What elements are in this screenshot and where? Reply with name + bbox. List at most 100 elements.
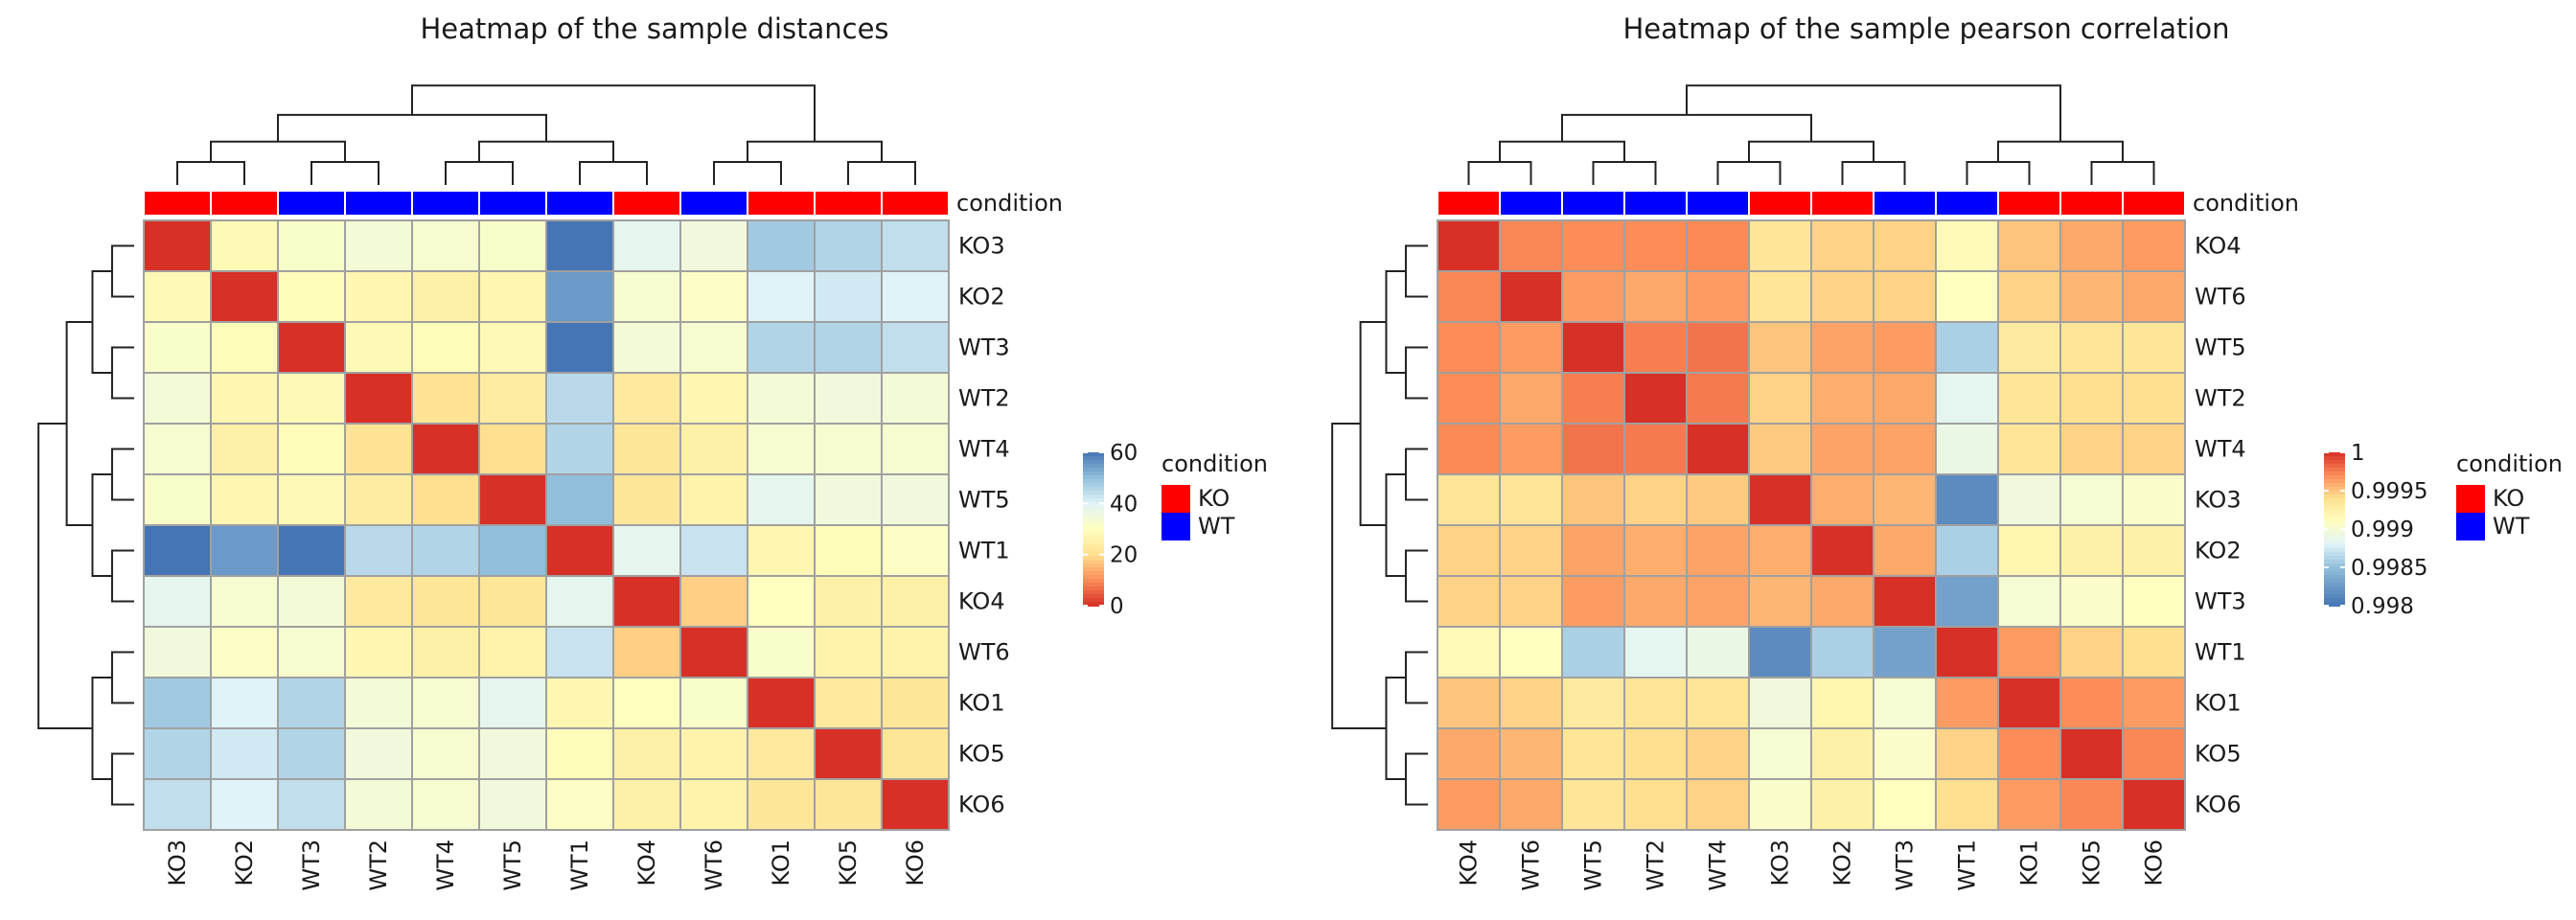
- heatmap-cell: [1748, 321, 1812, 374]
- heatmap-cell: [478, 778, 547, 831]
- heatmap-2-title: Heatmap of the sample pearson correlatio…: [1622, 12, 2229, 45]
- column-label: KO6: [902, 840, 929, 886]
- heatmap-cell: [545, 626, 614, 678]
- column-label: KO5: [835, 840, 862, 886]
- heatmap-cell: [1997, 575, 2061, 628]
- annotation-cell: [1437, 190, 1501, 217]
- heatmap-cell: [1499, 219, 1563, 272]
- annotation-cell: [814, 190, 883, 217]
- color-scale-step: [2324, 548, 2345, 553]
- color-scale-step: [2324, 540, 2345, 545]
- heatmap-cell: [1686, 270, 1750, 323]
- heatmap-cell: [545, 372, 614, 425]
- color-scale-step: [1083, 498, 1104, 503]
- heatmap-cell: [210, 524, 279, 577]
- condition-legend-label: KO: [2493, 485, 2524, 512]
- heatmap-cell: [679, 219, 748, 272]
- heatmap-cell: [1623, 626, 1688, 678]
- heatmap-cell: [747, 423, 816, 475]
- color-scale-step: [2324, 594, 2345, 599]
- heatmap-cell: [545, 270, 614, 323]
- heatmap-cell: [679, 677, 748, 729]
- heatmap-cell: [1561, 727, 1625, 780]
- heatmap-cell: [612, 219, 681, 272]
- color-scale-step: [2324, 564, 2345, 568]
- heatmap-cell: [1499, 423, 1563, 475]
- row-label: KO4: [2195, 233, 2242, 260]
- color-scale-step: [1083, 564, 1104, 568]
- color-scale-step: [1083, 537, 1104, 541]
- heatmap-cell: [411, 727, 480, 780]
- heatmap-cell: [143, 372, 212, 425]
- heatmap-cell: [881, 727, 950, 780]
- heatmap-cell: [210, 219, 279, 272]
- row-label: KO3: [2195, 487, 2242, 514]
- row-label: KO2: [2195, 538, 2242, 564]
- column-label: WT6: [1518, 840, 1545, 891]
- heatmap-cell: [143, 677, 212, 729]
- color-scale-step: [1083, 575, 1104, 580]
- heatmap-cell: [881, 575, 950, 628]
- heatmap-cell: [1997, 321, 2061, 374]
- color-scale-step: [1083, 525, 1104, 530]
- color-scale-tick-label: 0.9985: [2351, 556, 2427, 581]
- column-label: WT2: [365, 840, 392, 891]
- heatmap-cell: [679, 270, 748, 323]
- heatmap-cell: [1561, 423, 1625, 475]
- heatmap-cell: [277, 575, 346, 628]
- heatmap-cell: [344, 575, 413, 628]
- heatmap-cell: [411, 423, 480, 475]
- heatmap-cell: [814, 219, 883, 272]
- heatmap-cell: [2059, 321, 2124, 374]
- heatmap-cell: [747, 727, 816, 780]
- heatmap-cell: [1686, 677, 1750, 729]
- color-scale-step: [1083, 594, 1104, 599]
- color-scale-step: [2324, 510, 2345, 515]
- heatmap-cell: [1810, 423, 1874, 475]
- annotation-cell: [881, 190, 950, 217]
- color-scale-step: [2324, 552, 2345, 557]
- color-scale-step: [2324, 475, 2345, 480]
- heatmap-cell: [545, 575, 614, 628]
- heatmap-panel-pearson: conditionKO4WT6WT5WT2WT4KO3KO2WT3WT1KO1K…: [1331, 84, 2563, 891]
- color-scale-step: [1083, 464, 1104, 469]
- heatmap-cell: [478, 219, 547, 272]
- heatmap-cell: [1748, 778, 1812, 831]
- heatmap-cell: [747, 473, 816, 526]
- row-label: WT3: [958, 334, 1010, 361]
- heatmap-cell: [1437, 677, 1501, 729]
- heatmap-cell: [1437, 423, 1501, 475]
- row-label: WT2: [958, 385, 1010, 412]
- heatmap-cell: [1997, 270, 2061, 323]
- dendrogram-branch: [1331, 423, 1387, 729]
- heatmap-cell: [1748, 473, 1812, 526]
- annotation-label: condition: [2193, 190, 2299, 217]
- heatmap-cell: [1873, 727, 1937, 780]
- heatmap-cell: [1873, 473, 1937, 526]
- heatmap-cell: [344, 270, 413, 323]
- color-scale-step: [1083, 460, 1104, 465]
- heatmap-cell: [2122, 626, 2186, 678]
- heatmap-cell: [1810, 372, 1874, 425]
- column-label: WT1: [566, 840, 593, 891]
- annotation-cell: [411, 190, 480, 217]
- column-label: WT4: [1705, 840, 1732, 891]
- color-scale-step: [1083, 452, 1104, 457]
- row-label: KO2: [958, 284, 1005, 310]
- heatmap-cell: [1748, 524, 1812, 577]
- dendrogram-branch: [1686, 84, 2061, 142]
- heatmap-cell: [1810, 524, 1874, 577]
- color-scale-step: [1083, 487, 1104, 492]
- heatmap-cell: [1997, 677, 2061, 729]
- heatmap-cell: [143, 626, 212, 678]
- heatmap-cell: [411, 372, 480, 425]
- heatmap-cell: [1499, 372, 1563, 425]
- color-scale-step: [1083, 533, 1104, 538]
- heatmap-cell: [411, 626, 480, 678]
- heatmap-cell: [1873, 270, 1937, 323]
- heatmap-cell: [2059, 270, 2124, 323]
- heatmap-cell: [747, 372, 816, 425]
- heatmap-cell: [1935, 219, 1999, 272]
- heatmap-cell: [143, 423, 212, 475]
